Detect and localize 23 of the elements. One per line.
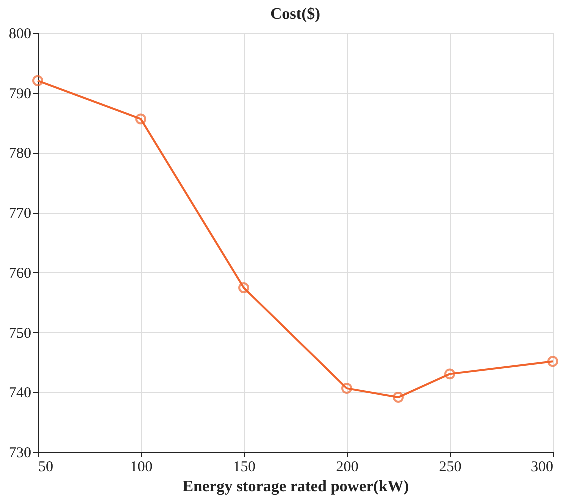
y-tick-label: 750 [9, 326, 32, 342]
x-tick-label: 300 [531, 460, 554, 476]
y-tick-label: 790 [9, 86, 32, 102]
point [342, 383, 352, 394]
x-tick-label: 150 [233, 460, 256, 476]
point [548, 356, 558, 368]
point [393, 392, 404, 403]
y-tick-label: 800 [9, 26, 32, 42]
y-tick-label: 760 [9, 266, 32, 282]
x-tick-label: 250 [439, 460, 462, 476]
point [136, 114, 146, 125]
x-axis-title: Energy storage rated power(kW) [182, 478, 410, 496]
x-tick-label: 100 [130, 460, 153, 476]
x-tick-label: 200 [336, 460, 359, 476]
chart-title: Cost($) [270, 6, 320, 23]
point [32, 75, 44, 86]
point [444, 368, 456, 380]
y-tick-label: 740 [9, 386, 32, 402]
point [238, 282, 250, 294]
y-tick-label: 730 [9, 446, 32, 462]
y-tick-label: 770 [9, 206, 32, 222]
y-tick-label: 780 [9, 146, 32, 162]
x-tick-label: 50 [38, 460, 54, 476]
